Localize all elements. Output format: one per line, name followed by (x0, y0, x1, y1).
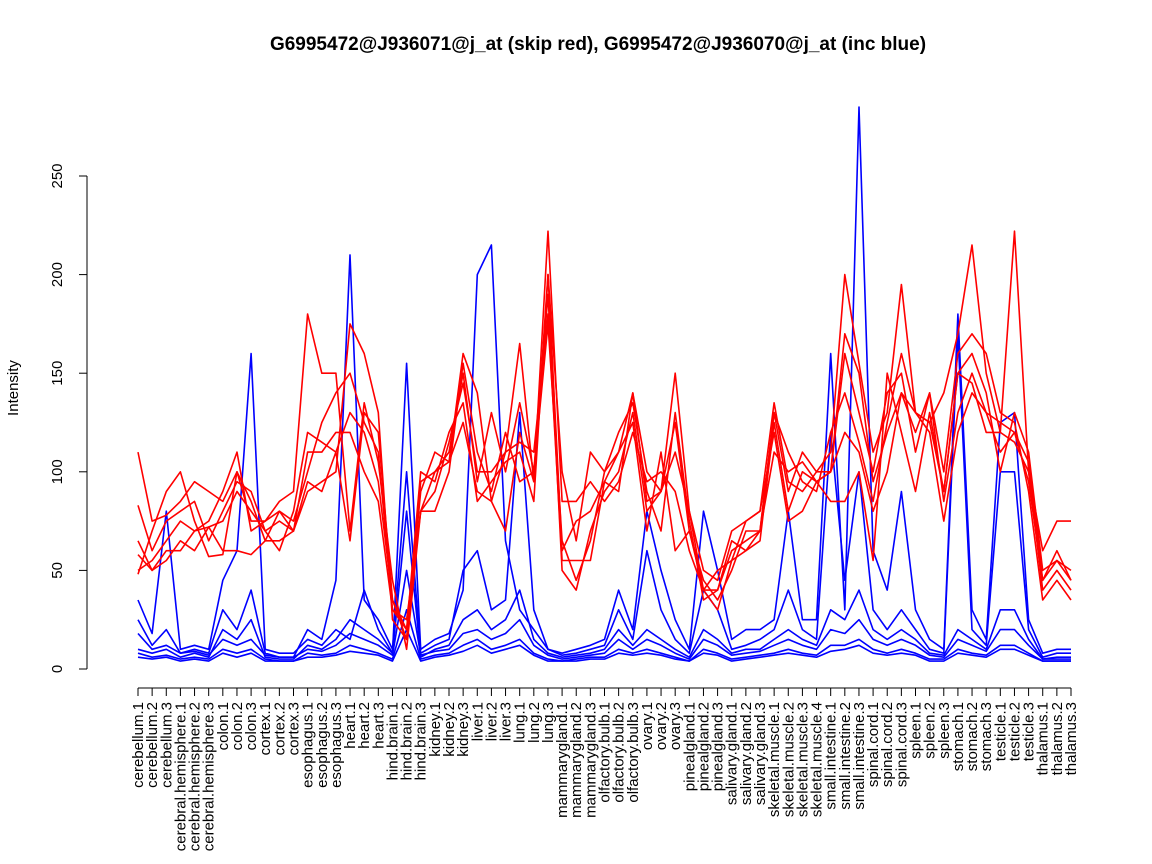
x-tick-label: spinal.cord.2 (879, 702, 896, 787)
x-tick-label: heart.3 (370, 702, 387, 749)
series-line-inc (137, 569, 1071, 660)
x-tick-label: skeletal.muscle.4 (809, 702, 826, 817)
x-tick-label: heart.1 (342, 702, 359, 749)
x-tick-label: cortex.2 (271, 702, 288, 755)
y-tick-label: 100 (49, 459, 66, 484)
x-tick-label: liver.1 (469, 702, 486, 741)
series-line-skip (137, 230, 1071, 651)
x-tick-label: kidney.1 (427, 702, 444, 757)
x-tick-label: salivary.gland.2 (738, 702, 755, 805)
x-tick-label: olfactory.bulb.3 (625, 702, 642, 803)
x-tick-label: spleen.1 (908, 702, 925, 759)
x-tick-label: hind.brain.1 (384, 702, 401, 780)
x-tick-label: stomach.2 (964, 702, 981, 771)
x-tick-label: colon.2 (229, 702, 246, 750)
x-tick-label: mammarygland.2 (568, 702, 585, 818)
series-line-inc (137, 628, 1071, 662)
x-tick-label: cerebellum.1 (130, 702, 147, 788)
y-axis-label: Intensity (5, 360, 22, 416)
series-line-inc (137, 510, 1071, 660)
x-tick-label: olfactory.bulb.1 (597, 702, 614, 803)
x-tick-label: skeletal.muscle.3 (794, 702, 811, 817)
x-tick-label: spleen.3 (936, 702, 953, 759)
x-tick-label: testicle.2 (1006, 702, 1023, 761)
x-tick-label: skeletal.muscle.2 (780, 702, 797, 817)
x-tick-label: ovary.1 (639, 702, 656, 750)
x-tick-label: pinealgland.2 (695, 702, 712, 791)
x-tick-label: cerebellum.3 (158, 702, 175, 788)
x-tick-label: small.intestine.2 (837, 702, 854, 810)
x-tick-label: kidney.2 (441, 702, 458, 757)
x-tick-label: colon.3 (243, 702, 260, 750)
series-line-skip (137, 273, 1072, 631)
x-tick-label: liver.2 (483, 702, 500, 741)
x-tick-label: small.intestine.3 (851, 702, 868, 810)
x-tick-label: testicle.3 (1021, 702, 1038, 761)
x-tick-label: spleen.2 (922, 702, 939, 759)
x-tick-label: heart.2 (356, 702, 373, 749)
x-tick-label: colon.1 (215, 702, 232, 750)
x-tick-label: thalamus.3 (1063, 702, 1080, 775)
x-tick-label: hind.brain.3 (413, 702, 430, 780)
x-tick-label: esophagus.2 (314, 702, 331, 788)
y-tick-label: 0 (49, 665, 66, 673)
x-tick-label: lung.2 (526, 702, 543, 743)
series-line-skip (137, 293, 1072, 621)
x-tick-label: spinal.cord.3 (893, 702, 910, 787)
x-tick-label: stomach.1 (950, 702, 967, 771)
series-inc (137, 106, 1071, 662)
x-tick-label: esophagus.1 (300, 702, 317, 788)
x-tick-label: lung.1 (512, 702, 529, 743)
x-tick-label: hind.brain.2 (399, 702, 416, 780)
x-tick-label: ovary.2 (653, 702, 670, 750)
x-tick-label: testicle.1 (992, 702, 1009, 761)
x-tick-label: esophagus.3 (328, 702, 345, 788)
x-tick-label: stomach.3 (978, 702, 995, 771)
x-tick-label: cerebral.hemisphere.3 (201, 702, 218, 851)
x-tick-label: cortex.1 (257, 702, 274, 755)
x-tick-label: salivary.gland.1 (724, 702, 741, 805)
x-tick-label: spinal.cord.1 (865, 702, 882, 787)
x-tick-label: liver.3 (498, 702, 515, 741)
y-tick-label: 250 (49, 163, 66, 188)
x-tick-label: olfactory.bulb.2 (611, 702, 628, 803)
y-tick-label: 200 (49, 262, 66, 287)
x-tick-label: cerebellum.2 (144, 702, 161, 788)
chart-title: G6995472@J936071@j_at (skip red), G69954… (270, 34, 926, 55)
y-tick-label: 150 (49, 361, 66, 386)
series-skip (137, 230, 1072, 651)
y-tick-label: 50 (49, 562, 66, 579)
x-tick-label: small.intestine.1 (823, 702, 840, 810)
x-tick-label: salivary.gland.3 (752, 702, 769, 805)
y-axis: 0 50 100 150 200 250 (49, 163, 88, 673)
series-line-inc (137, 106, 1071, 655)
x-tick-label: ovary.3 (667, 702, 684, 750)
x-tick-label: cerebral.hemisphere.2 (187, 702, 204, 851)
x-tick-label: cortex.3 (286, 702, 303, 755)
x-tick-label: pinealgland.3 (710, 702, 727, 791)
x-tick-label: mammarygland.1 (554, 702, 571, 818)
x-tick-label: lung.3 (540, 702, 557, 743)
x-axis: cerebellum.1cerebellum.2cerebellum.3cere… (130, 687, 1080, 851)
x-tick-label: thalamus.1 (1035, 702, 1052, 775)
x-tick-label: thalamus.2 (1049, 702, 1066, 775)
x-tick-label: skeletal.muscle.1 (766, 702, 783, 817)
x-tick-label: cerebral.hemisphere.1 (172, 702, 189, 851)
series-line-inc (137, 254, 1071, 659)
series-line-skip (137, 313, 1072, 631)
x-tick-label: mammarygland.3 (582, 702, 599, 818)
x-tick-label: kidney.3 (455, 702, 472, 757)
series-line-skip (137, 230, 1072, 641)
x-tick-label: pinealgland.1 (681, 702, 698, 791)
